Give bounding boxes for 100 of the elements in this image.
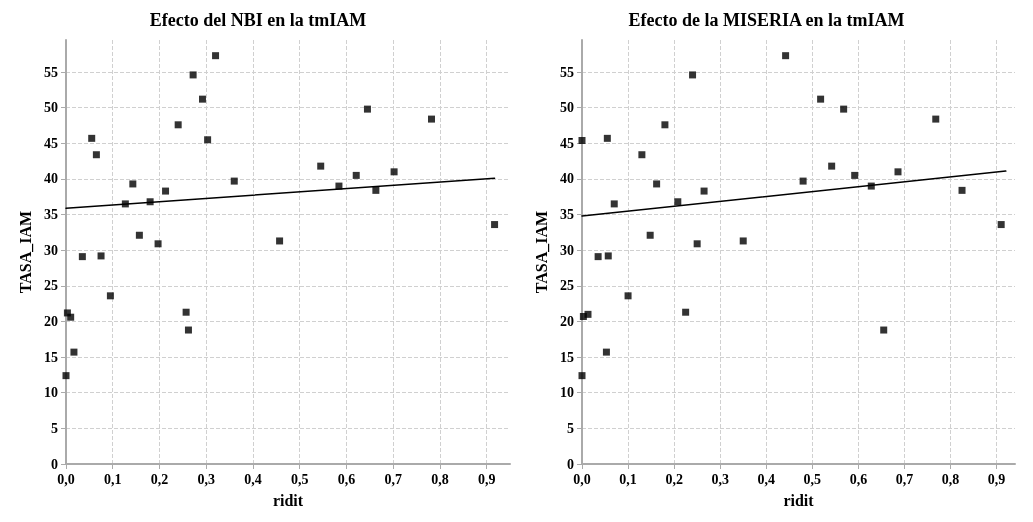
point [182, 308, 190, 316]
y-axis-title: TASA_IAM [532, 210, 550, 294]
point [840, 105, 848, 113]
y-tick-label: 50 [560, 100, 574, 116]
x-tick-label: 0,0 [573, 471, 591, 487]
point [97, 252, 105, 260]
point [739, 237, 747, 245]
point [189, 71, 197, 79]
point [682, 308, 690, 316]
point [67, 313, 75, 321]
point [184, 326, 192, 334]
point [92, 151, 100, 159]
x-tick-label: 0,6 [849, 471, 868, 487]
x-tick-label: 0,8 [431, 471, 449, 487]
y-tick-label: 5 [51, 420, 58, 436]
y-tick-label: 30 [44, 242, 58, 258]
point [880, 326, 888, 334]
point [106, 292, 114, 300]
y-tick-label: 30 [560, 242, 574, 258]
point [427, 115, 435, 123]
y-tick-label: 40 [44, 171, 58, 187]
chart-title: Efecto de la MISERIA en la tmIAM [628, 10, 905, 30]
y-tick-label: 35 [560, 207, 574, 223]
y-tick-label: 35 [44, 207, 58, 223]
point [198, 95, 206, 103]
point [204, 136, 212, 144]
y-tick-label: 0 [567, 456, 574, 472]
point [78, 253, 86, 261]
y-tick-label: 0 [51, 456, 58, 472]
x-tick-label: 0,7 [895, 471, 914, 487]
point [578, 136, 586, 144]
y-tick-label: 40 [560, 171, 574, 187]
point [162, 187, 170, 195]
point [317, 162, 325, 170]
point [674, 198, 682, 206]
point [154, 240, 162, 248]
y-tick-label: 45 [44, 135, 58, 151]
x-tick-label: 0,5 [803, 471, 822, 487]
x-tick-label: 0,1 [103, 471, 122, 487]
x-tick-label: 0,1 [619, 471, 637, 487]
y-tick-label: 15 [560, 349, 574, 365]
point [799, 177, 807, 185]
y-tick-label: 10 [560, 385, 574, 401]
x-tick-label: 0,0 [57, 471, 75, 487]
y-tick-label: 55 [560, 64, 574, 80]
point [958, 186, 966, 194]
x-tick-label: 0,2 [150, 471, 169, 487]
point [693, 240, 701, 248]
y-tick-label: 25 [44, 278, 58, 294]
y-tick-label: 50 [44, 100, 58, 116]
x-tick-label: 0,3 [711, 471, 729, 487]
point [603, 134, 611, 142]
x-tick-label: 0,4 [244, 471, 262, 487]
point [491, 221, 499, 229]
point [135, 231, 143, 239]
x-axis-title: ridit [272, 491, 304, 509]
point [604, 252, 612, 260]
point [894, 168, 902, 176]
y-tick-label: 55 [44, 64, 58, 80]
y-tick-label: 20 [560, 313, 574, 329]
point [610, 200, 618, 208]
point [782, 52, 790, 60]
point [70, 348, 78, 356]
y-tick-label: 10 [44, 385, 58, 401]
point [584, 310, 592, 318]
point [352, 171, 360, 179]
y-tick-label: 45 [560, 135, 574, 151]
point [129, 180, 137, 188]
point [851, 171, 859, 179]
x-tick-label: 0,9 [987, 471, 1006, 487]
x-tick-label: 0,5 [290, 471, 309, 487]
point [88, 134, 96, 142]
point [363, 105, 371, 113]
point [997, 221, 1005, 229]
x-tick-label: 0,3 [197, 471, 215, 487]
y-axis-title: TASA_IAM [16, 210, 34, 294]
point [700, 187, 708, 195]
point [661, 121, 669, 129]
x-tick-label: 0,4 [757, 471, 776, 487]
point [689, 71, 697, 79]
point [578, 372, 586, 380]
point [230, 177, 238, 185]
x-tick-label: 0,8 [941, 471, 960, 487]
x-tick-label: 0,6 [337, 471, 356, 487]
y-tick-label: 20 [44, 313, 58, 329]
point [276, 237, 284, 245]
point [624, 292, 632, 300]
point [646, 231, 654, 239]
x-tick-label: 0,7 [384, 471, 402, 487]
x-tick-label: 0,2 [665, 471, 683, 487]
point [828, 162, 836, 170]
chart-title: Efecto del NBI en la tmIAM [149, 10, 367, 30]
point [174, 121, 182, 129]
y-tick-label: 15 [44, 349, 58, 365]
x-tick-label: 0,9 [477, 471, 496, 487]
y-tick-label: 25 [560, 278, 574, 294]
point [932, 115, 940, 123]
point [62, 372, 70, 380]
point [602, 348, 610, 356]
point [212, 52, 220, 60]
